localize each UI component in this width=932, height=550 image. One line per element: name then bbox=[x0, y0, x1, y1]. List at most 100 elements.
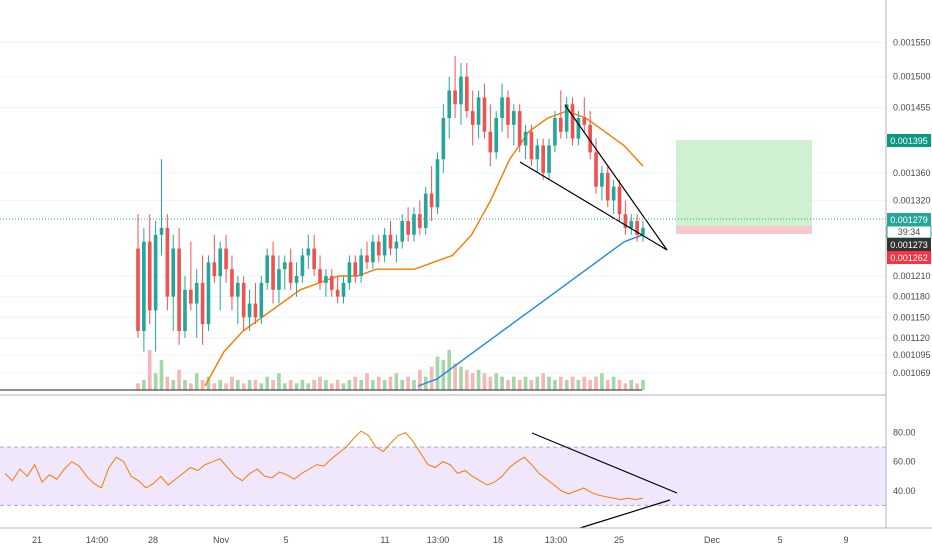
rsi-upper-trendline[interactable] bbox=[531, 432, 678, 494]
candle-body bbox=[600, 172, 604, 187]
svg-text:0.001273: 0.001273 bbox=[890, 240, 928, 250]
volume-bar bbox=[177, 370, 181, 390]
rsi-triangle-pattern[interactable] bbox=[531, 432, 678, 529]
candle-body bbox=[253, 303, 258, 318]
candle-body bbox=[623, 214, 628, 228]
volume-bar bbox=[335, 380, 340, 390]
candle-body bbox=[476, 97, 481, 125]
volume-bar bbox=[382, 380, 387, 390]
candle-body bbox=[200, 282, 205, 325]
volume-bar bbox=[529, 380, 534, 390]
candle-body bbox=[412, 214, 416, 235]
time-tick-label: 5 bbox=[283, 535, 288, 545]
price-scale[interactable]: 0.001550 0.001500 0.001455 0.001360 0.001320… bbox=[885, 0, 932, 528]
time-tick-label: Nov bbox=[213, 535, 230, 545]
candlestick-series bbox=[136, 56, 645, 352]
rsi-pane bbox=[0, 430, 886, 529]
candle-body bbox=[482, 97, 487, 132]
time-tick-label: 9 bbox=[843, 535, 848, 545]
candle-body bbox=[553, 117, 557, 146]
volume-bar bbox=[189, 383, 193, 390]
candle-body bbox=[183, 289, 187, 332]
candle-body bbox=[259, 282, 264, 318]
candle-body bbox=[147, 241, 152, 311]
volume-bar bbox=[312, 380, 316, 390]
volume-bar bbox=[341, 383, 346, 390]
candle-body bbox=[470, 111, 475, 125]
candle-body bbox=[459, 76, 463, 105]
candle-body bbox=[288, 262, 293, 283]
volume-bar bbox=[306, 383, 311, 390]
wedge-lower-trendline[interactable] bbox=[519, 161, 668, 251]
candle-body bbox=[418, 214, 422, 228]
volume-bar bbox=[259, 383, 264, 390]
candle-body bbox=[312, 248, 316, 270]
time-tick-label: 21 bbox=[32, 535, 42, 545]
candle-body bbox=[541, 145, 545, 173]
volume-bar bbox=[635, 383, 639, 390]
candle-body bbox=[300, 255, 305, 277]
price-tick-label: 0.001360 bbox=[893, 168, 931, 178]
candle-body bbox=[142, 241, 146, 332]
candle-body bbox=[564, 104, 569, 132]
volume-bar bbox=[400, 380, 405, 390]
candle-body bbox=[241, 282, 246, 318]
svg-text:0.001395: 0.001395 bbox=[890, 136, 928, 146]
candle-body bbox=[611, 186, 616, 201]
volume-bar bbox=[147, 350, 152, 390]
volume-bar bbox=[359, 380, 363, 390]
candle-body bbox=[341, 282, 346, 297]
volume-bar bbox=[488, 376, 493, 390]
volume-bar bbox=[553, 380, 557, 390]
volume-bar bbox=[535, 376, 540, 390]
candle-body bbox=[335, 289, 340, 297]
candle-body bbox=[271, 255, 275, 290]
volume-bar bbox=[165, 376, 170, 390]
candle-body bbox=[329, 276, 334, 290]
volume-bar bbox=[641, 380, 645, 390]
candle-body bbox=[212, 262, 217, 277]
volume-bar bbox=[470, 373, 475, 390]
volume-bar bbox=[459, 366, 463, 390]
candle-body bbox=[535, 145, 540, 160]
position-target-zone[interactable] bbox=[676, 140, 812, 226]
target-price-tag: 0.001395 bbox=[887, 134, 931, 147]
candle-body bbox=[588, 124, 592, 153]
falling-wedge-pattern[interactable] bbox=[519, 104, 668, 251]
rsi-lower-trendline[interactable] bbox=[579, 499, 671, 529]
candle-body bbox=[435, 159, 440, 208]
candle-body bbox=[641, 227, 645, 235]
volume-bar bbox=[265, 376, 270, 390]
position-stop-zone[interactable] bbox=[676, 226, 812, 234]
volume-bar bbox=[241, 383, 246, 390]
volume-bar bbox=[318, 376, 322, 390]
time-tick-label: 18 bbox=[493, 535, 503, 545]
volume-bar bbox=[594, 376, 598, 390]
candle-body bbox=[488, 131, 493, 153]
volume-bar bbox=[271, 380, 275, 390]
volume-bar bbox=[236, 380, 240, 390]
candle-body bbox=[306, 248, 311, 256]
svg-text:0.001262: 0.001262 bbox=[890, 253, 928, 263]
volume-bar bbox=[194, 373, 199, 390]
volume-bar bbox=[582, 376, 587, 390]
volume-bar bbox=[500, 376, 504, 390]
candle-body bbox=[582, 117, 587, 125]
candle-body bbox=[453, 90, 457, 105]
volume-bar bbox=[329, 383, 334, 390]
volume-bar bbox=[288, 380, 293, 390]
rsi-tick-label: 80.00 bbox=[893, 428, 916, 438]
rsi-tick-label: 60.00 bbox=[893, 457, 916, 467]
volume-bar bbox=[453, 363, 457, 390]
volume-bar bbox=[218, 380, 223, 390]
wedge-upper-trendline[interactable] bbox=[564, 104, 668, 251]
volume-bar bbox=[623, 383, 628, 390]
time-scale[interactable]: 21 14:00 28 Nov 5 11 13:00 18 13:00 25 Dec 5 9 bbox=[0, 527, 932, 545]
volume-bar bbox=[605, 380, 610, 390]
countdown-tag: 39:34 bbox=[886, 225, 932, 239]
time-tick-label: 5 bbox=[777, 535, 782, 545]
candle-body bbox=[388, 234, 393, 249]
candle-body bbox=[617, 186, 622, 215]
volume-bar bbox=[617, 380, 622, 390]
